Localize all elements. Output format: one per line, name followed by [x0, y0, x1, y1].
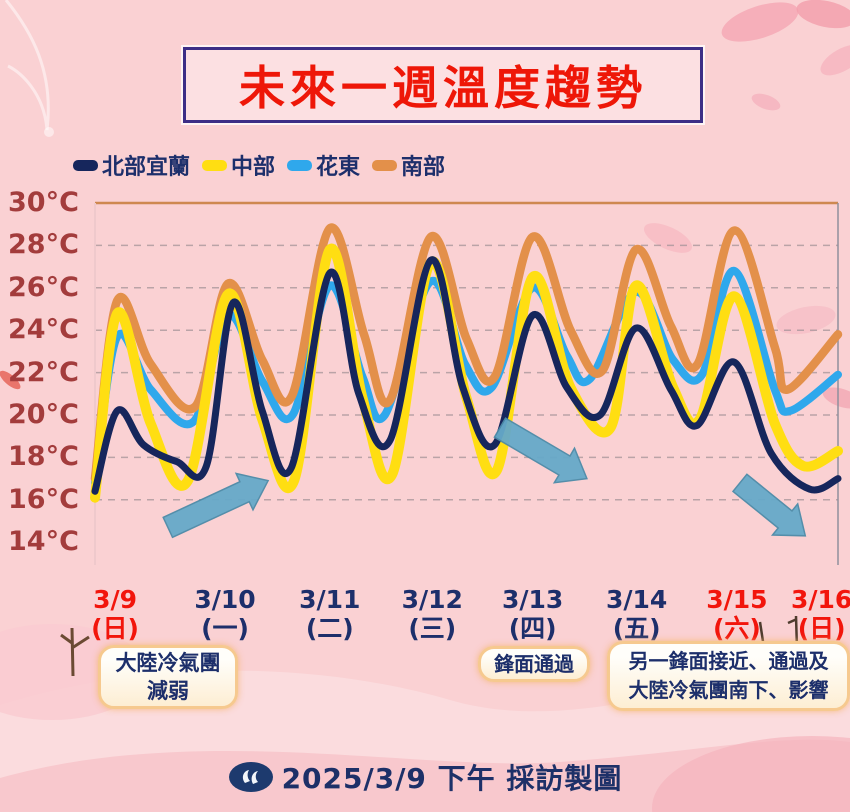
- x-tick-label: 3/12 (三): [388, 585, 476, 643]
- twig-icon: [60, 627, 90, 677]
- callout-front-passing: 鋒面通過: [478, 646, 590, 682]
- legend-swatch-huadong-east: [287, 159, 313, 171]
- trend-arrow-up-right: [162, 472, 270, 539]
- legend-item-huadong-east: 花東: [287, 149, 360, 181]
- y-tick-label: 16°C: [8, 483, 79, 515]
- petal-decoration: [776, 305, 836, 335]
- branch-bud: [44, 127, 54, 137]
- bottom-wave: [0, 739, 850, 812]
- legend-label: 花東: [316, 155, 361, 180]
- x-tick-date: 3/12: [401, 585, 463, 614]
- legend-swatch-north-yilan: [73, 159, 98, 171]
- y-tick-label: 22°C: [8, 356, 79, 388]
- x-tick-date: 3/13: [501, 585, 564, 614]
- chart-legend: 北部宜蘭 中部 花東 南部: [73, 149, 457, 181]
- callout-another-front: 另一鋒面接近、通過及 大陸冷氣團南下、影響: [607, 641, 850, 711]
- x-tick-label: 3/14 (五): [593, 585, 681, 643]
- x-tick-weekday: (日): [91, 614, 139, 643]
- petal-decoration: [822, 387, 850, 409]
- x-tick-label: 3/16 (日): [778, 585, 850, 643]
- legend-swatch-south: [372, 159, 398, 171]
- callout-line: 另一鋒面接近、通過及: [628, 649, 829, 673]
- y-tick-label: 26°C: [8, 271, 79, 303]
- trend-arrow-down-right: [493, 417, 588, 484]
- x-tick-label: 3/11 (二): [286, 585, 374, 643]
- x-tick-label: 3/15 (六): [693, 585, 781, 643]
- legend-label: 北部宜蘭: [102, 155, 191, 180]
- legend-item-north-yilan: 北部宜蘭: [73, 149, 190, 181]
- petal-decoration: [721, 2, 799, 42]
- x-tick-date: 3/16: [790, 585, 850, 614]
- petal-decoration: [751, 93, 781, 111]
- callout-cold-air-weakening: 大陸冷氣團 減弱: [98, 645, 238, 709]
- x-tick-date: 3/9: [93, 585, 137, 614]
- callout-line: 減弱: [147, 679, 189, 703]
- series-line-south: [90, 223, 843, 483]
- bottom-corner-blob: [652, 736, 850, 812]
- branch-decoration: [4, 0, 50, 131]
- x-tick-weekday: (四): [508, 614, 557, 643]
- x-tick-weekday: (三): [408, 614, 457, 643]
- x-tick-date: 3/14: [605, 585, 668, 614]
- y-tick-label: 20°C: [8, 399, 79, 430]
- y-tick-label: 14°C: [8, 526, 79, 558]
- x-tick-weekday: (一): [201, 614, 249, 643]
- footer: 2025/3/9 下午 採訪製圖: [0, 757, 850, 797]
- legend-label: 中部: [231, 155, 276, 180]
- x-tick-label: 3/9 (日): [71, 585, 159, 643]
- petal-decoration: [796, 0, 850, 29]
- callout-line: 大陸冷氣團南下、影響: [628, 678, 829, 702]
- series-line-north-yilan: [91, 256, 842, 495]
- petal-decoration: [820, 44, 850, 76]
- legend-swatch-central: [202, 159, 228, 171]
- petal-decoration: [0, 370, 21, 390]
- weather-bureau-logo-icon: [228, 762, 273, 792]
- y-tick-label: 30°C: [8, 187, 79, 218]
- x-tick-date: 3/15: [706, 585, 768, 614]
- y-tick-label: 24°C: [8, 314, 79, 346]
- x-tick-label: 3/13 (四): [489, 585, 577, 643]
- y-tick-label: 28°C: [8, 229, 79, 261]
- title-box: 未來一週溫度趨勢: [183, 47, 703, 123]
- x-tick-weekday: (五): [612, 614, 661, 643]
- callout-line: 大陸冷氣團: [115, 651, 221, 675]
- footer-caption: 2025/3/9 下午 採訪製圖: [281, 762, 623, 795]
- x-tick-weekday: (日): [797, 614, 846, 643]
- x-tick-date: 3/10: [194, 585, 256, 614]
- legend-item-central: 中部: [202, 149, 275, 181]
- x-tick-weekday: (六): [713, 614, 761, 643]
- x-tick-label: 3/10 (一): [181, 585, 269, 643]
- legend-label: 南部: [401, 155, 446, 180]
- y-tick-label: 18°C: [8, 441, 79, 473]
- legend-item-south: 南部: [372, 149, 445, 181]
- trend-arrow-down-right: [731, 473, 807, 537]
- page-title: 未來一週溫度趨勢: [239, 61, 647, 115]
- x-tick-date: 3/11: [299, 585, 361, 614]
- x-tick-weekday: (二): [305, 614, 354, 643]
- callout-line: 鋒面通過: [494, 652, 574, 676]
